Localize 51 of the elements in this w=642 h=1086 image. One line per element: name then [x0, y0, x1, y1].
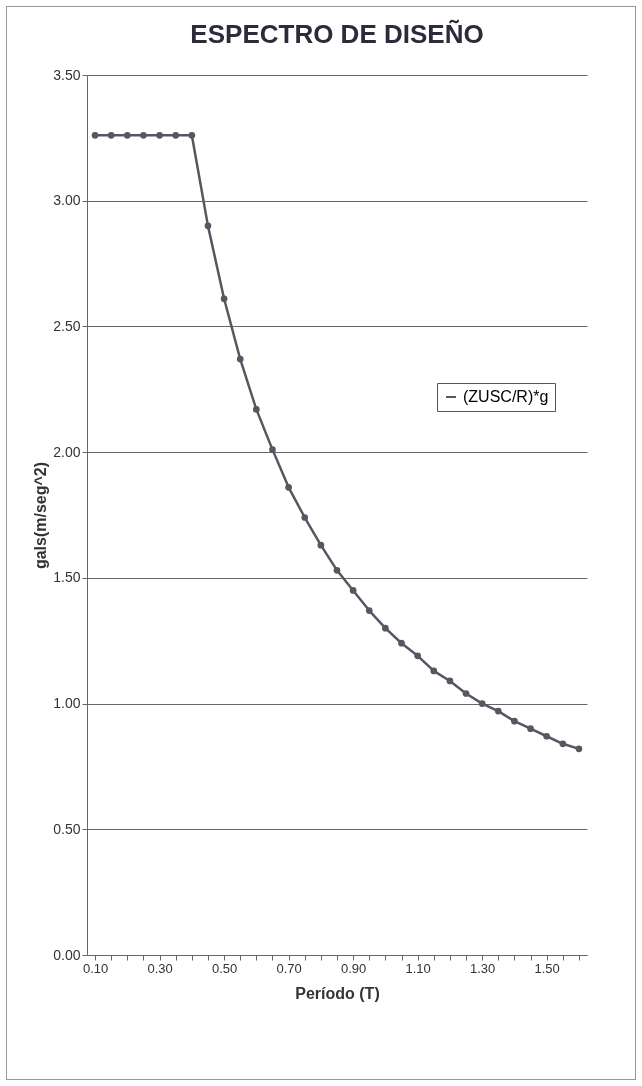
- y-tick-label: 3.00: [53, 192, 81, 209]
- point: [430, 667, 438, 675]
- point: [414, 652, 421, 660]
- point: [333, 566, 341, 574]
- x-tick-label: 1.50: [534, 960, 560, 976]
- y-tick-label: 1.00: [53, 695, 81, 712]
- x-tick-label: 1.30: [470, 960, 496, 976]
- point: [575, 745, 583, 753]
- legend-label: (ZUSC/R)*g: [463, 388, 549, 405]
- point: [382, 624, 389, 632]
- y-tick-label: 2.50: [53, 317, 81, 334]
- point: [462, 690, 470, 697]
- point: [349, 587, 357, 594]
- y-tick-label: 0.00: [53, 946, 81, 963]
- point: [236, 355, 244, 363]
- point: [478, 700, 486, 707]
- point: [511, 717, 518, 725]
- x-tick-label: 0.10: [82, 960, 109, 976]
- y-tick-label: 2.00: [53, 443, 81, 460]
- point: [398, 639, 405, 647]
- point: [446, 677, 454, 685]
- x-tick-label: 0.30: [147, 960, 173, 976]
- point: [204, 222, 212, 230]
- y-tick-label: 0.50: [53, 820, 81, 837]
- chart-title: ESPECTRO DE DISEÑO: [190, 19, 484, 49]
- y-axis-title: gals(m/seg^2): [32, 461, 50, 570]
- y-tick-label: 1.50: [53, 569, 81, 586]
- point: [107, 132, 115, 139]
- point: [220, 295, 228, 303]
- point: [285, 484, 292, 491]
- point: [253, 406, 260, 413]
- point: [91, 132, 99, 139]
- x-tick-label: 0.50: [211, 960, 238, 976]
- x-tick-label: 0.70: [276, 960, 302, 976]
- point: [365, 607, 373, 614]
- point: [494, 707, 502, 715]
- point: [317, 541, 325, 549]
- x-tick-label: 1.10: [405, 960, 431, 976]
- point: [188, 132, 196, 139]
- point: [559, 740, 567, 748]
- point: [301, 514, 309, 521]
- point: [543, 732, 551, 740]
- point: [172, 132, 180, 139]
- point: [140, 132, 147, 139]
- point: [123, 132, 131, 139]
- y-tick-label: 3.50: [53, 66, 81, 83]
- x-tick-label: 0.90: [340, 960, 367, 976]
- point: [156, 132, 163, 139]
- point: [527, 725, 534, 733]
- point: [269, 446, 276, 453]
- x-axis-title: Período (T): [295, 984, 380, 1002]
